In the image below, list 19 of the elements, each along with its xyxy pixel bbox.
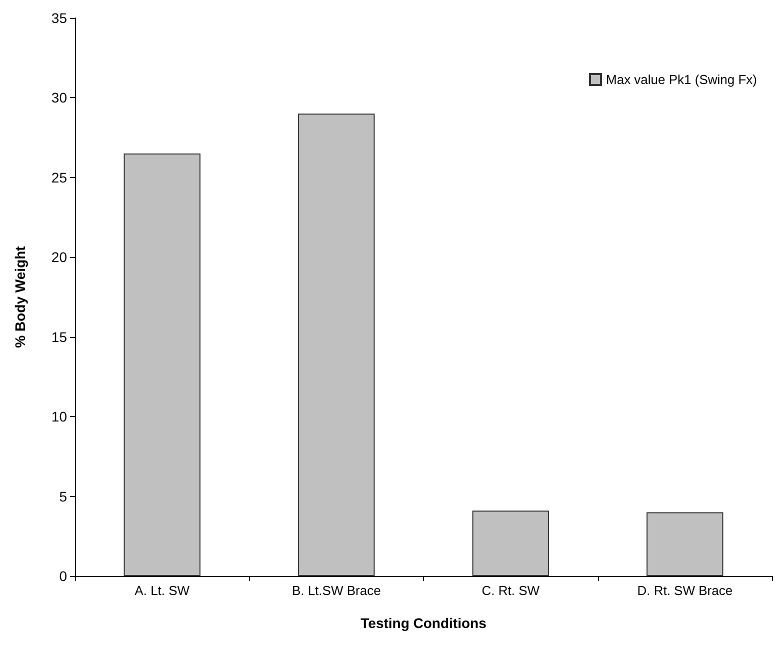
bar <box>472 510 549 576</box>
y-tick-label: 5 <box>59 488 68 504</box>
x-tick-label: D. Rt. SW Brace <box>637 583 733 598</box>
y-tick-label: 0 <box>59 568 68 584</box>
y-tick-label: 25 <box>51 169 68 186</box>
y-tick-label: 30 <box>51 90 68 106</box>
bar <box>298 114 375 576</box>
legend-label: Max value Pk1 (Swing Fx) <box>606 72 758 87</box>
x-tick-label: C. Rt. SW <box>482 583 540 598</box>
x-tick-label: B. Lt.SW Brace <box>292 583 381 598</box>
y-tick-label: 20 <box>51 249 68 266</box>
bar <box>124 154 200 576</box>
y-tick-label: 10 <box>51 408 68 425</box>
x-axis-title: Testing Conditions <box>360 615 487 631</box>
x-tick-label: A. Lt. SW <box>134 583 190 598</box>
bar <box>646 512 724 576</box>
y-tick-label: 35 <box>51 10 68 26</box>
y-tick-label: 15 <box>51 328 68 345</box>
y-axis-title: % Body Weight <box>12 246 28 348</box>
